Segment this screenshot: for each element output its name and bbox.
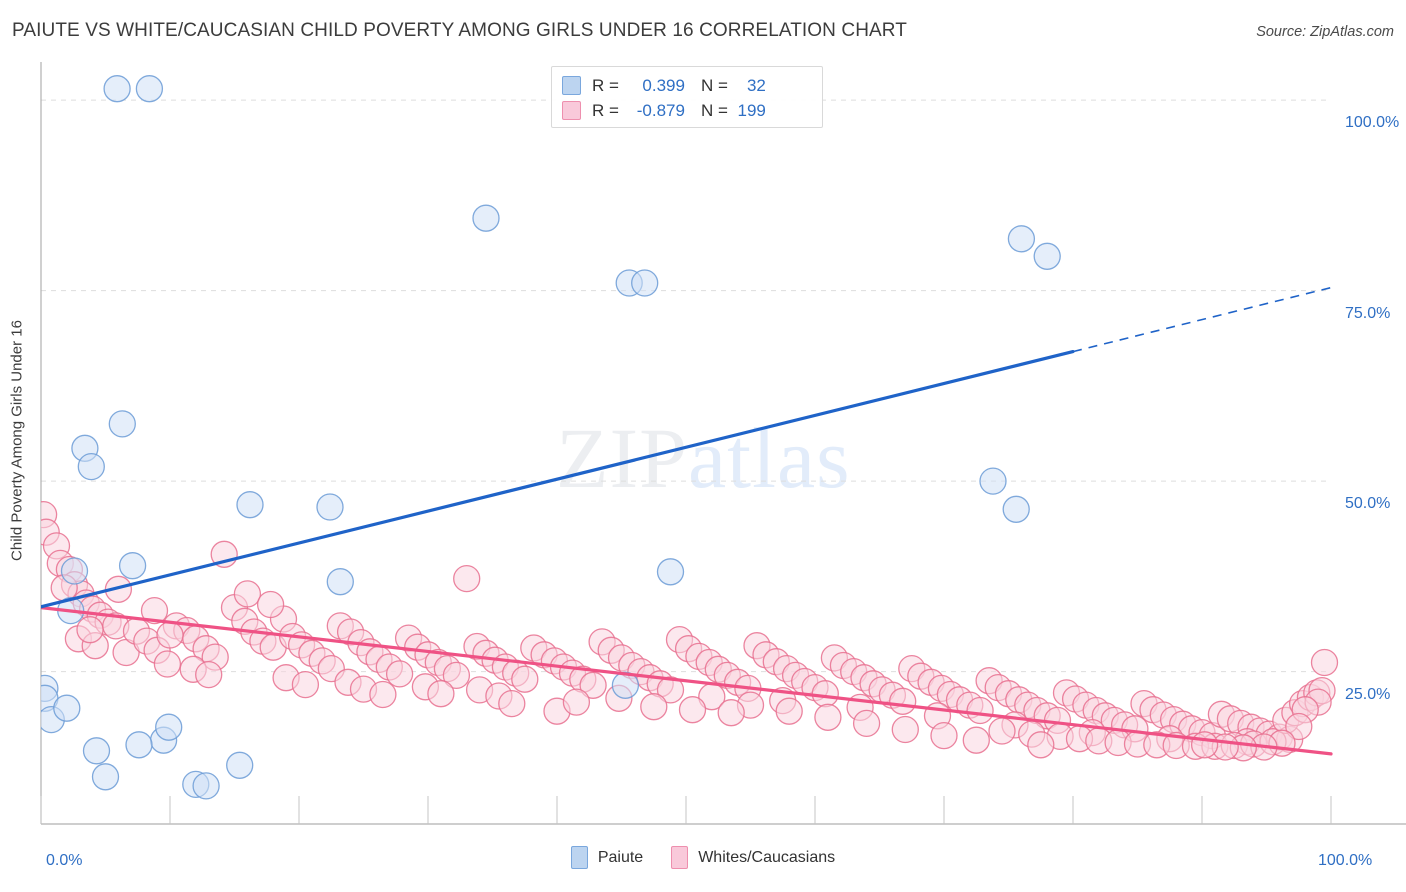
series-swatch-paiute: [562, 76, 581, 95]
data-point: [498, 689, 526, 718]
data-point: [442, 661, 471, 690]
data-point: [631, 269, 659, 297]
trend-line-paiute: [41, 350, 1075, 609]
data-point: [156, 621, 184, 649]
data-point: [579, 671, 607, 699]
trend-line-whites: [41, 605, 1333, 756]
r-value-whites: -0.879: [636, 100, 685, 120]
n-label-paiute: N =: [700, 75, 728, 95]
legend-swatch-paiute: [570, 846, 588, 869]
data-point: [891, 715, 919, 744]
y-tick-label: 75.0%: [1345, 304, 1391, 322]
data-point: [1285, 712, 1313, 741]
scatter-series-paiute: [41, 75, 1061, 800]
data-point: [135, 75, 164, 103]
legend-label-paiute: Paiute: [597, 848, 644, 866]
data-point: [291, 670, 320, 699]
legend-label-whites: Whites/Caucasians: [698, 848, 836, 866]
correlation-stats-box: R = 0.399 N = 32 R = -0.879 N = 199: [551, 66, 823, 128]
data-point: [640, 693, 668, 721]
data-point: [717, 699, 745, 727]
stat-row-whites: R = -0.879 N = 199: [562, 98, 812, 123]
data-point: [656, 676, 685, 704]
r-label-paiute: R =: [592, 75, 619, 95]
data-point: [1033, 242, 1061, 270]
data-point: [77, 452, 105, 481]
data-point: [233, 580, 262, 608]
stat-row-paiute: R = 0.399 N = 32: [562, 73, 812, 98]
data-point: [775, 697, 803, 725]
data-point: [118, 552, 147, 580]
y-tick-label: 25.0%: [1345, 685, 1391, 703]
series-legend: Paiute Whites/Caucasians: [0, 846, 1406, 869]
data-point: [103, 75, 131, 103]
data-point: [1007, 225, 1036, 253]
data-point: [511, 665, 539, 693]
y-tick-label: 50.0%: [1345, 495, 1391, 513]
data-point: [656, 558, 685, 586]
data-point: [889, 687, 917, 715]
data-point: [385, 660, 414, 688]
data-point: [427, 680, 455, 708]
data-point: [852, 709, 881, 738]
data-point: [562, 688, 591, 716]
data-point: [811, 680, 839, 708]
r-label-whites: R =: [592, 100, 619, 120]
data-point: [678, 696, 707, 724]
n-label-whites: N =: [700, 100, 728, 120]
data-point: [226, 751, 254, 779]
x-tick-label-max: 100.0%: [1318, 852, 1373, 869]
data-point: [979, 467, 1007, 495]
data-point: [472, 204, 500, 232]
legend-item-whites[interactable]: Whites/Caucasians: [671, 846, 835, 869]
legend-swatch-whites: [671, 846, 689, 869]
data-point: [195, 660, 223, 689]
data-point: [192, 772, 220, 800]
data-point: [966, 696, 994, 725]
data-point: [153, 650, 182, 678]
x-tick-label-min: 0.0%: [46, 852, 83, 869]
data-point: [236, 491, 264, 519]
series-swatch-whites: [562, 101, 581, 120]
data-point: [140, 596, 169, 625]
scatter-series-whites: [41, 500, 1339, 762]
data-point: [453, 564, 481, 593]
trend-line-paiute-projection: [1072, 286, 1332, 353]
data-point: [930, 721, 958, 750]
data-point: [155, 713, 183, 741]
y-tick-label: 100.0%: [1345, 114, 1400, 132]
data-point: [369, 680, 397, 709]
data-point: [82, 737, 111, 765]
data-point: [962, 726, 990, 754]
data-point: [53, 694, 81, 722]
n-value-whites: 199: [737, 100, 766, 120]
source-attribution: Source: ZipAtlas.com: [1256, 24, 1394, 40]
data-point: [91, 763, 120, 791]
data-point: [814, 703, 842, 731]
data-point: [108, 410, 136, 438]
data-point: [988, 717, 1016, 745]
r-value-paiute: 0.399: [642, 75, 685, 95]
page-title: PAIUTE VS WHITE/CAUCASIAN CHILD POVERTY …: [12, 20, 907, 41]
data-point: [125, 731, 153, 759]
data-point: [76, 616, 104, 644]
data-point: [1190, 731, 1219, 759]
data-point: [1002, 495, 1030, 523]
data-point: [60, 557, 89, 585]
plot-area: [41, 75, 1339, 800]
data-point: [256, 590, 285, 619]
data-point: [1310, 648, 1339, 677]
legend-item-paiute[interactable]: Paiute: [570, 846, 644, 869]
data-point: [1027, 731, 1055, 759]
data-point: [316, 493, 344, 521]
n-value-paiute: 32: [746, 75, 766, 95]
data-point: [326, 568, 354, 596]
